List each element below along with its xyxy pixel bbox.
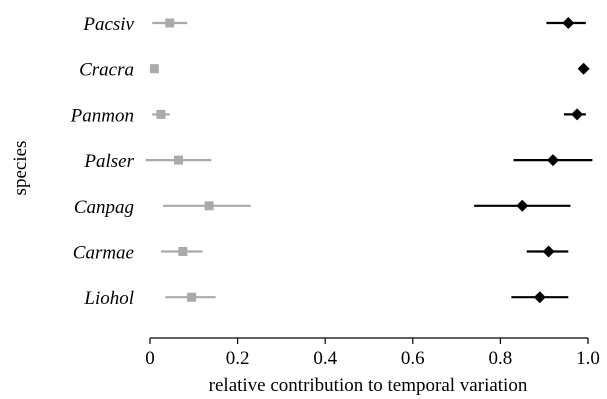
data-point-square: [149, 64, 159, 74]
category-label: Carmae: [73, 243, 134, 264]
data-point-diamond: [546, 154, 559, 167]
category-label: Liohol: [83, 288, 134, 309]
data-point-square: [178, 247, 188, 256]
category-label: Pacsiv: [82, 14, 134, 35]
x-tick-label: 0.2: [226, 348, 250, 369]
axes: 0 0.2 0.4 0.6 0.8 1.0 Pacsiv Cracra Panmon Palser…: [70, 14, 600, 369]
data-point-diamond: [533, 291, 546, 304]
marks: [145, 17, 593, 304]
data-point-square: [173, 155, 183, 165]
x-tick-label: 0.4: [313, 348, 337, 369]
data-point-diamond: [562, 17, 575, 29]
x-tick-label: 0.6: [401, 348, 425, 369]
x-axis-label: relative contribution to temporal variat…: [209, 375, 528, 396]
data-point-diamond: [577, 62, 590, 75]
data-point-diamond: [516, 199, 529, 212]
x-tick-label: 1.0: [576, 348, 600, 369]
data-point-square: [165, 18, 175, 28]
y-axis-label: species: [10, 141, 31, 196]
category-label: Palser: [83, 151, 134, 172]
data-point-diamond: [571, 108, 584, 121]
data-point-square: [187, 292, 197, 302]
data-point-square: [204, 201, 214, 211]
x-tick-label: 0.8: [489, 348, 513, 369]
category-label: Canpag: [74, 197, 134, 218]
category-label: Cracra: [79, 60, 134, 81]
category-label: Panmon: [70, 105, 134, 126]
x-tick-label: 0: [145, 348, 155, 369]
data-point-diamond: [542, 245, 555, 258]
data-point-square: [156, 109, 166, 119]
